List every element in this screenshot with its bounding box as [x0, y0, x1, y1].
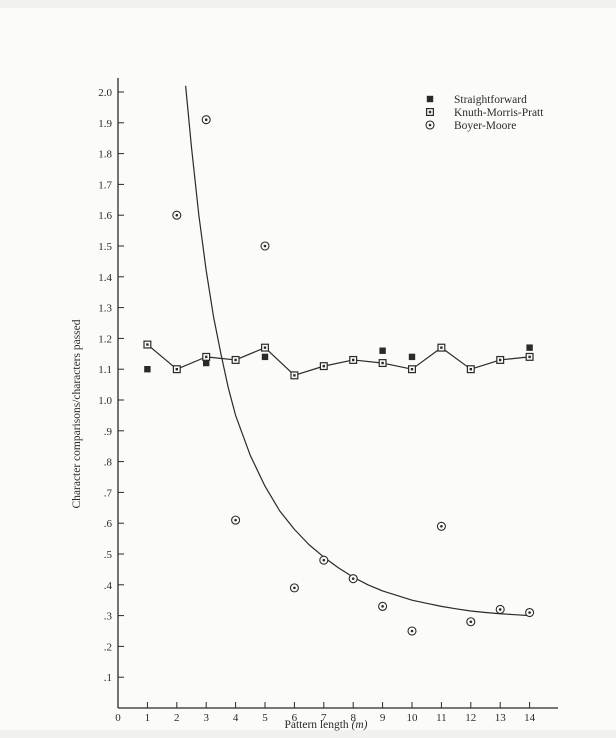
kmp-point	[261, 343, 270, 352]
x-axis-title: Pattern length (m)	[284, 719, 367, 731]
kmp-series-line	[147, 344, 530, 376]
x-tick-label: 0	[115, 712, 121, 724]
y-tick-label: 1.1	[98, 364, 112, 376]
y-tick-label: 1.7	[98, 179, 112, 191]
boyer-moore-point	[436, 521, 446, 531]
x-tick-label: 10	[407, 712, 419, 724]
legend-marker	[426, 95, 434, 103]
x-tick-label: 4	[233, 712, 239, 724]
boyer-moore-point	[319, 555, 329, 565]
kmp-point	[319, 362, 328, 371]
x-tick-label: 1	[145, 712, 151, 724]
boyer-moore-point	[289, 583, 299, 593]
x-tick-label: 2	[174, 712, 180, 724]
boyer-moore-point	[466, 617, 476, 627]
y-tick-label: .7	[104, 487, 113, 499]
y-tick-label: 1.5	[98, 241, 112, 253]
kmp-point	[408, 365, 417, 374]
straightforward-point	[379, 347, 386, 354]
x-tick-label: 5	[262, 712, 268, 724]
legend-entry: Boyer-Moore	[425, 120, 516, 132]
straightforward-point	[408, 353, 416, 361]
boyer-moore-fit-curve	[185, 85, 530, 617]
x-ticks: 0 1 2 3 4 5 6 7 8 9 10 11 12 13 14	[115, 702, 536, 724]
kmp-point	[202, 352, 211, 361]
boyer-moore-point	[260, 241, 270, 251]
y-tick-label: .1	[104, 672, 112, 684]
y-axis-title: Character comparisons/characters passed	[71, 319, 83, 508]
legend-entry: Straightforward	[426, 94, 527, 106]
axes	[117, 78, 558, 709]
boyer-moore-point	[407, 626, 417, 636]
legend-label: Boyer-Moore	[454, 120, 516, 132]
boyer-moore-point	[525, 607, 535, 618]
y-tick-label: 1.8	[98, 149, 112, 161]
boyer-moore-point	[172, 210, 182, 220]
x-tick-label: 13	[495, 712, 507, 724]
x-tick-label: 6	[292, 712, 298, 724]
y-tick-label: 1.4	[98, 272, 112, 284]
boyer-moore-point	[201, 115, 211, 125]
legend-entry: Knuth-Morris-Pratt	[426, 107, 544, 119]
x-tick-label: 8	[350, 712, 356, 724]
kmp-point	[466, 365, 475, 374]
y-tick-label: 1.9	[98, 118, 112, 130]
kmp-point	[290, 371, 299, 380]
legend-label: Straightforward	[454, 94, 527, 106]
fitted-curves	[147, 85, 530, 617]
y-tick-label: 1.2	[98, 333, 112, 345]
kmp-point	[378, 359, 387, 368]
y-tick-label: 1.6	[98, 210, 112, 222]
kmp-point	[525, 352, 534, 361]
y-tick-label: .2	[104, 641, 112, 653]
x-tick-label: 11	[436, 712, 447, 724]
x-tick-label: 9	[380, 712, 386, 724]
kmp-point	[496, 355, 505, 364]
y-ticks: .1 .2 .3 .4 .5 .6 .7 .8 .9 1.0 1.1 1.2 1.3 1.4 1.5 1.6 1…	[98, 87, 124, 684]
data-markers	[143, 115, 535, 636]
straightforward-point	[144, 366, 151, 373]
legend-label: Knuth-Morris-Pratt	[454, 107, 544, 119]
x-axis-title-variable: (m)	[352, 719, 368, 731]
legend: StraightforwardKnuth-Morris-PrattBoyer-M…	[425, 94, 544, 132]
kmp-point	[437, 343, 446, 352]
y-tick-label: .9	[104, 426, 113, 438]
kmp-point	[231, 355, 240, 364]
x-axis-title-text: Pattern length	[284, 719, 348, 731]
legend-marker	[425, 120, 435, 130]
paper-page	[0, 8, 616, 730]
boyer-moore-point	[231, 515, 241, 525]
legend-marker	[426, 107, 435, 116]
y-tick-label: .4	[104, 580, 113, 592]
boyer-moore-point	[378, 601, 388, 611]
kmp-point	[172, 365, 181, 374]
y-tick-label: .8	[104, 457, 113, 469]
straightforward-point	[526, 344, 533, 351]
kmp-point	[349, 355, 358, 364]
y-tick-label: .3	[104, 611, 113, 623]
x-tick-label: 12	[465, 712, 476, 724]
y-tick-label: 1.0	[98, 395, 112, 407]
x-tick-label: 3	[203, 712, 209, 724]
x-tick-label: 14	[524, 712, 536, 724]
y-tick-label: .5	[104, 549, 113, 561]
straightforward-point	[261, 353, 269, 361]
boyer-moore-point	[348, 574, 358, 584]
straightforward-point	[203, 359, 210, 367]
boyer-moore-point	[495, 604, 505, 614]
x-tick-label: 7	[321, 712, 327, 724]
y-tick-label: .6	[104, 518, 113, 530]
y-tick-label: 1.3	[98, 303, 112, 315]
y-tick-label: 2.0	[98, 87, 112, 99]
kmp-point	[143, 340, 152, 349]
